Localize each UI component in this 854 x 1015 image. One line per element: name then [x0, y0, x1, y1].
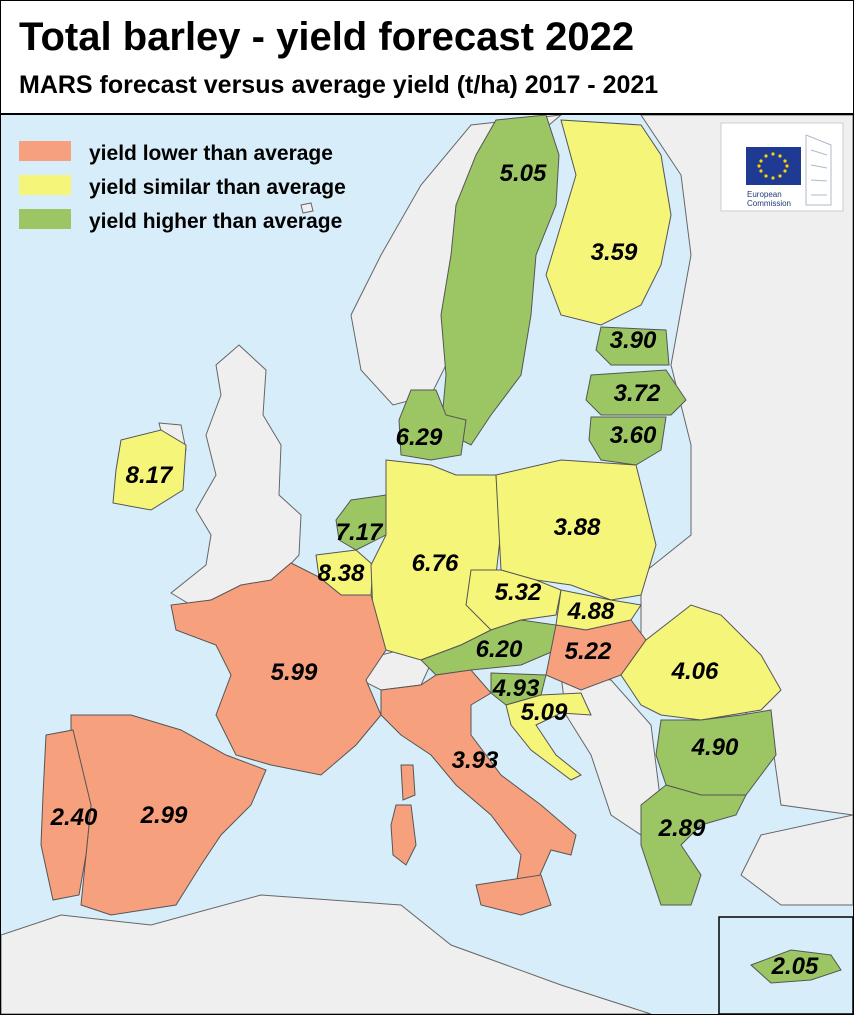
logo-text-line2: Commission — [747, 199, 791, 208]
value-label-spain: 2.99 — [140, 802, 188, 829]
portugal-shape — [40, 729, 92, 901]
value-label-slovakia: 4.88 — [567, 598, 615, 625]
estonia-shape — [595, 326, 670, 366]
france-shape — [170, 562, 387, 776]
value-label-finland: 3.59 — [591, 239, 638, 266]
legend-item-higher: yield higher than average — [19, 209, 342, 233]
legend-label-lower: yield lower than average — [89, 142, 333, 165]
cyprus-shape — [750, 949, 842, 984]
legend: yield lower than average yield similar t… — [19, 141, 346, 233]
latvia-shape — [585, 369, 687, 416]
european-commission-logo: European Commission — [720, 122, 844, 212]
denmark-shape — [398, 389, 467, 461]
bulgaria-shape — [655, 709, 777, 796]
north-africa-land — [1, 894, 652, 1014]
legend-swatch-similar — [19, 175, 71, 195]
legend-item-similar: yield similar than average — [19, 175, 346, 199]
value-label-latvia: 3.72 — [614, 380, 661, 407]
value-label-cyprus: 2.05 — [771, 953, 819, 980]
map-subtitle: MARS forecast versus average yield (t/ha… — [19, 71, 659, 99]
value-label-lithuania: 3.60 — [610, 422, 657, 449]
cyprus-inset — [718, 916, 853, 1014]
eu-stars-icon — [757, 152, 789, 180]
value-label-denmark: 6.29 — [396, 424, 443, 451]
value-label-greece: 2.89 — [658, 815, 706, 842]
header: Total barley - yield forecast 2022 MARS … — [1, 1, 853, 115]
faroe-land — [300, 202, 314, 214]
logo-text-line1: European — [747, 190, 782, 199]
value-label-croatia: 5.09 — [521, 699, 568, 726]
corsica-shape — [400, 764, 416, 801]
value-label-czechia: 5.32 — [495, 579, 542, 606]
value-label-bulgaria: 4.90 — [691, 734, 739, 761]
value-label-germany: 6.76 — [412, 550, 459, 577]
value-label-austria: 6.20 — [476, 636, 523, 663]
sicily-shape — [475, 874, 552, 916]
czechia-shape — [465, 569, 562, 631]
legend-item-lower: yield lower than average — [19, 141, 333, 165]
europe-map: yield lower than average yield similar t… — [1, 115, 853, 1014]
value-label-belgium: 8.38 — [318, 560, 365, 587]
value-label-poland: 3.88 — [554, 514, 601, 541]
berlaymont-building-icon — [805, 134, 832, 206]
value-label-france: 5.99 — [271, 659, 318, 686]
legend-label-similar: yield similar than average — [89, 176, 346, 199]
croatia-shape — [505, 692, 592, 781]
finland-shape — [545, 119, 672, 326]
value-label-ireland: 8.17 — [126, 462, 174, 489]
value-label-hungary: 5.22 — [565, 638, 612, 665]
greece-shape — [640, 784, 747, 906]
value-label-slovenia: 4.93 — [492, 675, 540, 702]
map-title: Total barley - yield forecast 2022 — [19, 15, 635, 59]
legend-label-higher: yield higher than average — [89, 210, 342, 233]
value-label-netherlands: 7.17 — [336, 519, 384, 546]
legend-swatch-lower — [19, 141, 71, 161]
value-label-romania: 4.06 — [671, 658, 719, 685]
value-label-estonia: 3.90 — [610, 327, 657, 354]
value-label-italy: 3.93 — [452, 747, 499, 774]
legend-swatch-higher — [19, 209, 71, 229]
value-label-portugal: 2.40 — [50, 804, 98, 831]
sardinia-shape — [390, 804, 417, 866]
sweden-shape — [440, 115, 560, 446]
ireland-shape — [112, 429, 187, 511]
romania-shape — [620, 604, 782, 721]
italy-shape — [380, 669, 577, 896]
turkey-land — [740, 814, 853, 906]
value-label-sweden: 5.05 — [500, 160, 547, 187]
